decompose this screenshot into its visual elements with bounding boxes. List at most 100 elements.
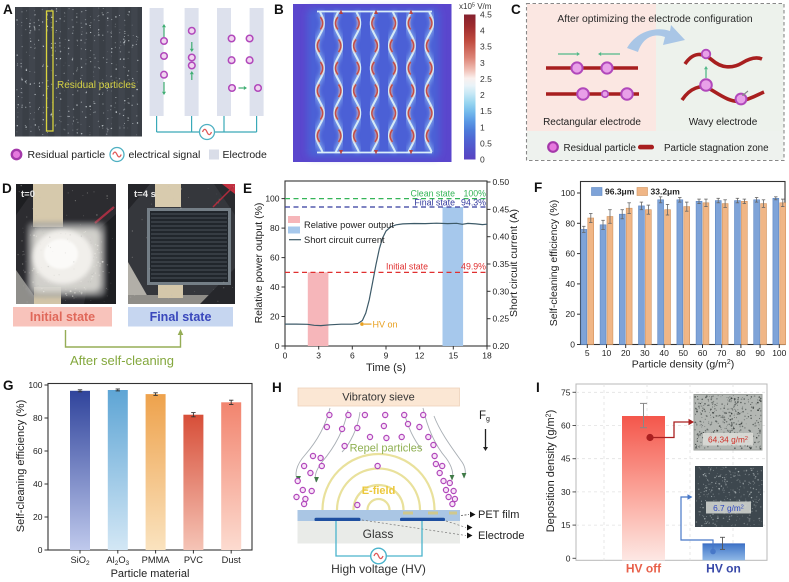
svg-text:C: C [511, 2, 521, 17]
svg-text:100: 100 [561, 188, 575, 198]
svg-text:0.30: 0.30 [493, 286, 510, 296]
svg-text:90: 90 [755, 348, 765, 358]
svg-text:0.25: 0.25 [493, 314, 510, 324]
svg-text:0: 0 [283, 351, 288, 361]
svg-text:1.5: 1.5 [480, 106, 492, 116]
svg-text:40: 40 [270, 282, 280, 292]
svg-text:18: 18 [482, 351, 492, 361]
svg-text:Self-cleaning efficiency (%): Self-cleaning efficiency (%) [548, 200, 560, 326]
svg-text:64.34 g/m2: 64.34 g/m2 [708, 435, 748, 445]
svg-text:Relative power output (%): Relative power output (%) [253, 203, 265, 324]
svg-text:30: 30 [561, 487, 571, 497]
svg-text:70: 70 [717, 348, 727, 358]
svg-text:4.5: 4.5 [480, 10, 492, 20]
svg-text:3: 3 [480, 58, 485, 68]
svg-text:40: 40 [659, 348, 669, 358]
svg-text:Electrode: Electrode [478, 530, 524, 542]
svg-text:15: 15 [561, 520, 571, 530]
svg-text:0.20: 0.20 [493, 341, 510, 351]
svg-text:x105 V/m: x105 V/m [459, 2, 492, 11]
svg-text:Residual particle: Residual particle [564, 143, 637, 154]
svg-text:Wavy electrode: Wavy electrode [689, 117, 758, 128]
svg-text:0.35: 0.35 [493, 259, 510, 269]
svg-text:Al2O3: Al2O3 [106, 555, 129, 567]
svg-text:Short circuit current: Short circuit current [304, 235, 385, 245]
svg-text:60: 60 [566, 249, 576, 259]
svg-text:D: D [2, 181, 12, 196]
svg-text:100: 100 [772, 348, 786, 358]
svg-text:80: 80 [33, 413, 43, 423]
svg-text:Particle density (g/m2): Particle density (g/m2) [632, 359, 735, 371]
svg-text:5: 5 [585, 348, 590, 358]
svg-text:PET film: PET film [478, 509, 519, 521]
svg-text:E-field: E-field [362, 485, 396, 497]
svg-text:6: 6 [350, 351, 355, 361]
svg-text:40: 40 [33, 479, 43, 489]
svg-text:B: B [274, 2, 284, 17]
svg-text:20: 20 [270, 312, 280, 322]
svg-text:Repel particles: Repel particles [350, 443, 423, 455]
svg-text:electrical signal: electrical signal [129, 149, 201, 161]
svg-text:45: 45 [561, 454, 571, 464]
svg-text:0: 0 [566, 553, 571, 563]
svg-text:9: 9 [384, 351, 389, 361]
svg-text:Particle material: Particle material [111, 568, 190, 580]
svg-text:Rectangular electrode: Rectangular electrode [543, 117, 641, 128]
svg-text:49.9%: 49.9% [461, 262, 486, 272]
svg-text:Time (s): Time (s) [366, 362, 406, 374]
svg-text:Final state: Final state [150, 310, 212, 324]
svg-text:0: 0 [38, 545, 43, 555]
svg-text:94.3%: 94.3% [461, 198, 486, 208]
svg-text:100: 100 [28, 380, 42, 390]
svg-text:Self-cleaning efficiency (%): Self-cleaning efficiency (%) [15, 400, 27, 532]
svg-text:2.5: 2.5 [480, 74, 492, 84]
svg-text:Clean state: Clean state [411, 189, 456, 199]
svg-text:80: 80 [270, 223, 280, 233]
svg-text:PMMA: PMMA [142, 555, 171, 565]
svg-text:3.5: 3.5 [480, 42, 492, 52]
svg-text:Initial state: Initial state [386, 262, 428, 272]
svg-text:t=4 s: t=4 s [134, 189, 156, 200]
svg-text:Dust: Dust [222, 555, 242, 565]
svg-text:60: 60 [33, 446, 43, 456]
svg-text:Glass: Glass [363, 527, 394, 541]
svg-text:60: 60 [698, 348, 708, 358]
svg-text:HV on: HV on [373, 319, 398, 329]
svg-text:20: 20 [566, 309, 576, 319]
svg-text:Residual particle: Residual particle [28, 149, 106, 161]
svg-text:PVC: PVC [184, 555, 203, 565]
svg-text:Electrode: Electrode [223, 149, 268, 161]
svg-text:After optimizing the electrode: After optimizing the electrode configura… [557, 14, 752, 25]
svg-text:20: 20 [621, 348, 631, 358]
svg-text:G: G [3, 378, 14, 393]
svg-text:12: 12 [415, 351, 425, 361]
svg-text:1: 1 [480, 122, 485, 132]
svg-text:30: 30 [640, 348, 650, 358]
svg-text:Fg: Fg [479, 410, 490, 423]
svg-text:SiO2: SiO2 [70, 555, 90, 567]
svg-text:0.40: 0.40 [493, 232, 510, 242]
svg-text:0: 0 [570, 340, 575, 350]
svg-text:0.50: 0.50 [493, 177, 510, 187]
svg-text:Deposition density (g/m2): Deposition density (g/m2) [545, 410, 557, 533]
svg-text:I: I [536, 380, 540, 395]
svg-text:40: 40 [566, 279, 576, 289]
svg-text:3: 3 [316, 351, 321, 361]
svg-text:10: 10 [602, 348, 612, 358]
svg-text:0: 0 [480, 154, 485, 164]
svg-text:75: 75 [561, 387, 571, 397]
svg-text:F: F [534, 180, 542, 195]
svg-text:15: 15 [449, 351, 459, 361]
svg-text:Relative power output: Relative power output [304, 220, 394, 230]
svg-text:H: H [272, 380, 282, 395]
svg-text:E: E [243, 181, 252, 196]
svg-text:Initial state: Initial state [30, 310, 95, 324]
svg-text:60: 60 [561, 421, 571, 431]
svg-text:2: 2 [480, 90, 485, 100]
svg-text:Particle stagnation zone: Particle stagnation zone [664, 143, 769, 154]
svg-text:100%: 100% [464, 189, 487, 199]
svg-text:t=0: t=0 [21, 189, 35, 200]
svg-text:20: 20 [33, 512, 43, 522]
svg-text:80: 80 [736, 348, 746, 358]
svg-text:After self-cleaning: After self-cleaning [70, 353, 174, 368]
